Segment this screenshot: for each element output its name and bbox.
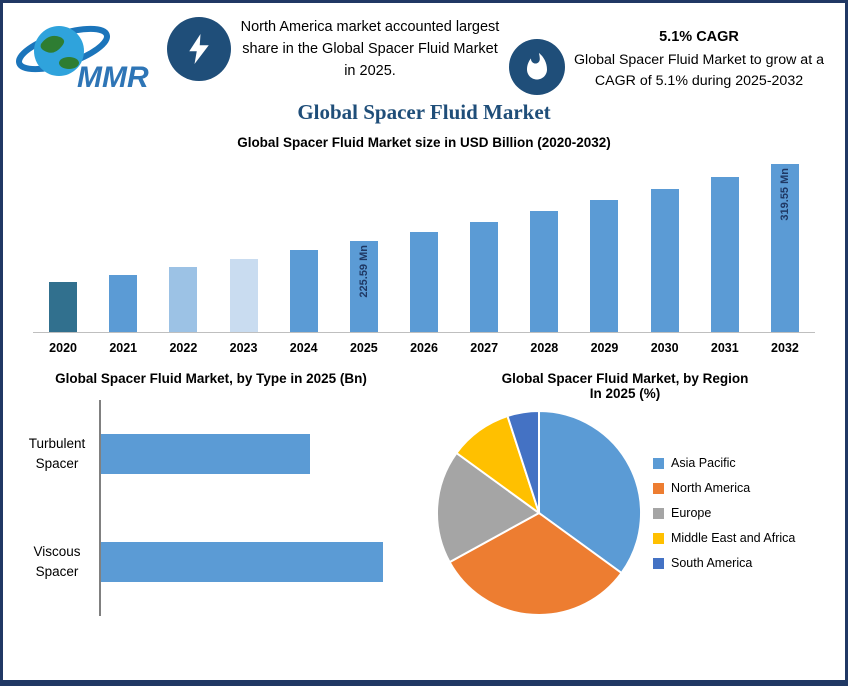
bar-2024 [289,250,318,332]
by-region-chart-title: Global Spacer Fluid Market, by Region In… [440,371,810,401]
market-size-plot: 225.59 Mn 319.55 Mn [33,160,815,333]
bar-column-2023 [213,259,273,332]
x-tick-2032: 2032 [771,341,799,355]
page-title: Global Spacer Fluid Market [297,100,551,124]
pie-slice-europe [436,451,541,564]
by-type-chart: Global Spacer Fluid Market, by Type in 2… [3,371,411,619]
legend-item-north-america: North America [653,481,795,495]
by-region-title-line1: Global Spacer Fluid Market, by Region [501,371,749,386]
globe-land-2 [59,57,79,69]
legend-label: Asia Pacific [671,456,736,470]
legend-swatch [653,507,664,519]
by-region-title-line2: In 2025 (%) [589,386,661,401]
pie-slice-north-america [448,511,623,616]
bar-column-2024 [274,250,334,332]
header: MMR North America market accounted large… [3,3,845,96]
bar-2030 [650,189,679,332]
bar-column-2025: 225.59 Mn [334,241,394,332]
bar-2023 [229,259,258,332]
highlight-right: 5.1% CAGR Global Spacer Fluid Market to … [573,29,825,91]
legend-item-asia-pacific: Asia Pacific [653,456,795,470]
bar-column-2022 [153,267,213,332]
x-tick-2031: 2031 [710,341,739,355]
legend-item-south-america: South America [653,556,795,570]
market-size-chart-title: Global Spacer Fluid Market size in USD B… [237,135,611,150]
market-size-chart: Global Spacer Fluid Market size in USD B… [3,135,845,355]
bar-2028 [530,211,559,332]
region-legend: Asia Pacific North America Europe Middle Ea… [653,445,795,581]
by-type-label-0: Turbulent Spacer [28,435,86,471]
by-type-bar-1 [101,542,383,582]
bar-column-2027 [454,222,514,332]
globe-land [40,35,65,53]
market-size-x-axis: 2020 2021 2022 2023 2024 2025 2026 2027 2028 2029… [33,333,815,355]
by-type-label-1: Viscous Spacer [33,543,81,579]
x-tick-2020: 2020 [49,341,77,355]
by-type-plot: Turbulent Spacer Viscous Spacer [15,400,411,616]
bar-column-2031 [695,177,755,332]
by-type-bars [99,400,411,616]
by-type-bar-row-1 [101,508,411,616]
bar-2029 [590,200,619,332]
bar-2022 [169,267,198,332]
bar-column-2020 [33,282,93,332]
legend-swatch [653,532,664,544]
bar-2031 [710,177,739,332]
bar-value-label-2032: 319.55 Mn [778,168,791,221]
legend-item-middle-east-and-africa: Middle East and Africa [653,531,795,545]
cagr-title: 5.1% CAGR [659,29,739,45]
legend-label: North America [671,481,751,495]
by-type-category-labels: Turbulent Spacer Viscous Spacer [15,400,99,616]
by-type-bar-row-0 [101,400,411,508]
bar-2027 [470,222,499,332]
bar-2025: 225.59 Mn [349,241,378,332]
flame-icon [509,39,565,95]
x-tick-2022: 2022 [169,341,198,355]
x-tick-2028: 2028 [530,341,559,355]
logo-text: MMR [77,61,149,94]
legend-item-europe: Europe [653,506,795,520]
bar-2032: 319.55 Mn [770,164,799,332]
legend-label: Europe [671,506,712,520]
flame-glyph [527,52,547,80]
by-type-bar-0 [101,434,310,474]
by-type-chart-title: Global Spacer Fluid Market, by Type in 2… [55,371,367,386]
bar-column-2028 [514,211,574,332]
by-region-body: Asia Pacific North America Europe Middle Ea… [411,407,839,619]
bar-column-2021 [93,275,153,332]
bar-column-2029 [574,200,634,332]
bar-column-2026 [394,232,454,332]
bar-column-2030 [635,189,695,332]
mmr-logo: MMR [16,25,149,94]
x-tick-2026: 2026 [410,341,438,355]
x-tick-2030: 2030 [650,341,679,355]
legend-label: Middle East and Africa [671,531,796,545]
bar-2021 [109,275,138,332]
highlight-right-text: Global Spacer Fluid Market to grow at a … [574,52,824,89]
legend-label: South America [671,556,753,570]
bottom-section: Global Spacer Fluid Market, by Type in 2… [3,371,845,619]
x-tick-2027: 2027 [470,341,499,355]
lightning-icon [167,17,231,81]
x-tick-2021: 2021 [109,341,138,355]
region-pie [436,409,642,616]
bar-2026 [410,232,439,332]
pie-slice-south-america [506,409,540,514]
legend-swatch [653,457,664,469]
pie-slice-asia-pacific [538,409,642,575]
legend-swatch [653,482,664,494]
legend-swatch [653,557,664,569]
bar-value-label-2025: 225.59 Mn [357,245,370,298]
bar-2020 [49,282,78,332]
lightning-glyph [189,34,209,64]
x-tick-2029: 2029 [590,341,619,355]
bar-column-2032: 319.55 Mn [755,164,815,332]
x-tick-2024: 2024 [289,341,318,355]
by-region-chart: Global Spacer Fluid Market, by Region In… [411,371,845,619]
x-tick-2023: 2023 [229,341,258,355]
x-tick-2025: 2025 [349,341,378,355]
highlight-left-text: North America market accounted largest s… [240,19,500,79]
